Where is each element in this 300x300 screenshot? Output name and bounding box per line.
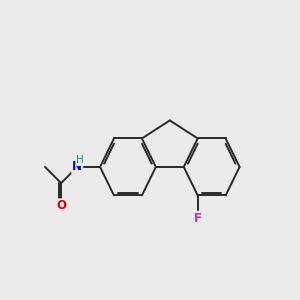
Text: O: O: [56, 199, 66, 212]
Text: N: N: [72, 160, 82, 173]
Text: H: H: [76, 155, 83, 165]
Text: F: F: [194, 212, 202, 225]
